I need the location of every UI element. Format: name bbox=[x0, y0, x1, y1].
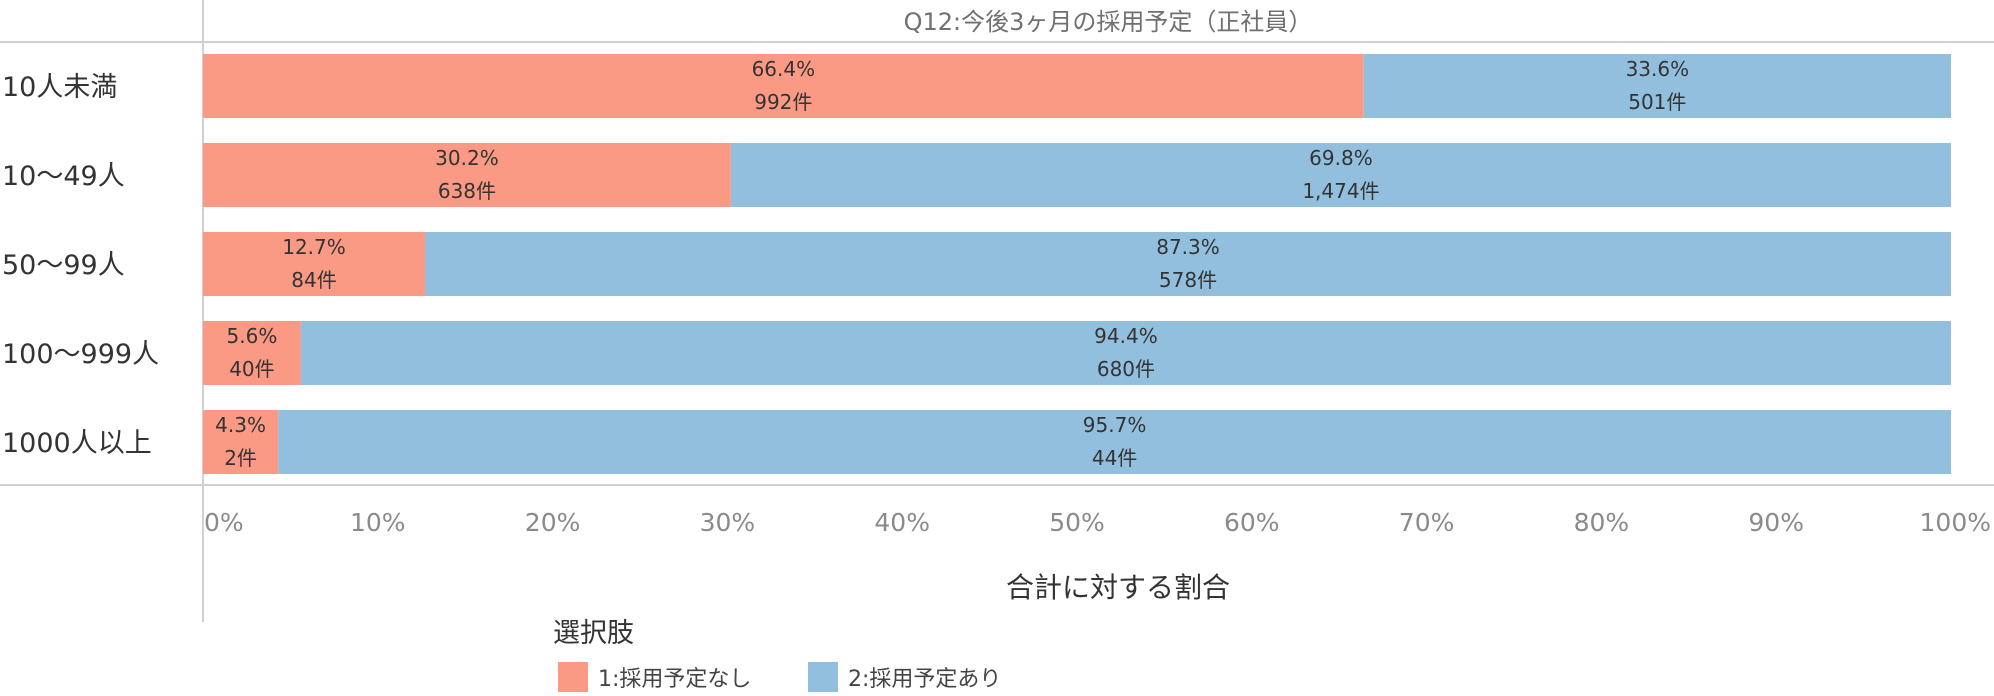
segment-percent-label: 87.3% bbox=[1156, 235, 1220, 259]
segment-count-label: 44件 bbox=[1092, 446, 1137, 470]
segment-count-label: 1,474件 bbox=[1302, 179, 1379, 203]
segment-percent-label: 12.7% bbox=[282, 235, 346, 259]
x-tick-labels-group: 0% 10% 20% 30% 40% 50% 60% 70% 80% 90% 100% bbox=[204, 508, 1991, 537]
x-axis-label: 合計に対する割合 bbox=[1006, 571, 1230, 604]
segment-percent-label: 30.2% bbox=[435, 146, 499, 170]
bar-segment bbox=[424, 232, 1952, 296]
legend-item-label: 1:採用予定なし bbox=[598, 667, 751, 692]
x-tick-label: 90% bbox=[1748, 508, 1804, 537]
category-label: 10～49人 bbox=[2, 161, 125, 192]
segment-percent-label: 94.4% bbox=[1094, 324, 1158, 348]
segment-percent-label: 69.8% bbox=[1309, 146, 1373, 170]
category-label: 100～999人 bbox=[2, 339, 159, 370]
x-tick-label: 80% bbox=[1574, 508, 1630, 537]
segment-count-label: 578件 bbox=[1159, 268, 1217, 292]
legend-item-label: 2:採用予定あり bbox=[848, 667, 1001, 692]
category-label: 10人未満 bbox=[2, 72, 117, 103]
x-tick-label: 70% bbox=[1399, 508, 1455, 537]
category-label: 1000人以上 bbox=[2, 428, 152, 459]
legend: 1:採用予定なし 2:採用予定あり bbox=[558, 662, 1001, 692]
segment-count-label: 40件 bbox=[229, 357, 274, 381]
x-tick-label: 60% bbox=[1224, 508, 1280, 537]
chart-title: Q12:今後3ヶ月の採用予定（正社員） bbox=[904, 8, 1313, 36]
segment-count-label: 992件 bbox=[754, 90, 812, 114]
bars-group bbox=[203, 54, 1952, 474]
bar-segment bbox=[203, 410, 279, 474]
segment-percent-label: 66.4% bbox=[752, 57, 816, 81]
segment-percent-label: 5.6% bbox=[227, 324, 278, 348]
legend-title: 選択肢 bbox=[553, 618, 634, 649]
segment-count-label: 501件 bbox=[1628, 90, 1686, 114]
x-tick-label: 50% bbox=[1049, 508, 1105, 537]
segment-count-label: 84件 bbox=[291, 268, 336, 292]
bar-segment bbox=[203, 232, 425, 296]
bar-segment bbox=[730, 143, 1951, 207]
bar-segment bbox=[203, 143, 731, 207]
bar-segment bbox=[203, 321, 301, 385]
x-tick-label: 0% bbox=[204, 508, 244, 537]
segment-percent-label: 33.6% bbox=[1626, 57, 1690, 81]
segment-count-label: 638件 bbox=[438, 179, 496, 203]
category-label: 50～99人 bbox=[2, 250, 125, 281]
segment-labels-group: 66.4% 992件 33.6% 501件 30.2% 638件 69.8% 1,474件 12… bbox=[215, 57, 1689, 470]
legend-swatch bbox=[808, 662, 838, 692]
x-tick-label: 10% bbox=[350, 508, 406, 537]
bar-segment bbox=[300, 321, 1952, 385]
x-tick-label: 20% bbox=[525, 508, 581, 537]
segment-percent-label: 4.3% bbox=[215, 413, 266, 437]
x-tick-label: 40% bbox=[874, 508, 930, 537]
category-labels-group: 10人未満 10～49人 50～99人 100～999人 1000人以上 bbox=[2, 72, 159, 459]
bar-segment bbox=[278, 410, 1951, 474]
x-tick-label: 100% bbox=[1920, 508, 1991, 537]
x-tick-label: 30% bbox=[700, 508, 756, 537]
segment-count-label: 680件 bbox=[1097, 357, 1155, 381]
legend-swatch bbox=[558, 662, 588, 692]
segment-percent-label: 95.7% bbox=[1083, 413, 1147, 437]
bar-segment bbox=[1363, 54, 1951, 118]
segment-count-label: 2件 bbox=[224, 446, 257, 470]
bar-segment bbox=[203, 54, 1364, 118]
